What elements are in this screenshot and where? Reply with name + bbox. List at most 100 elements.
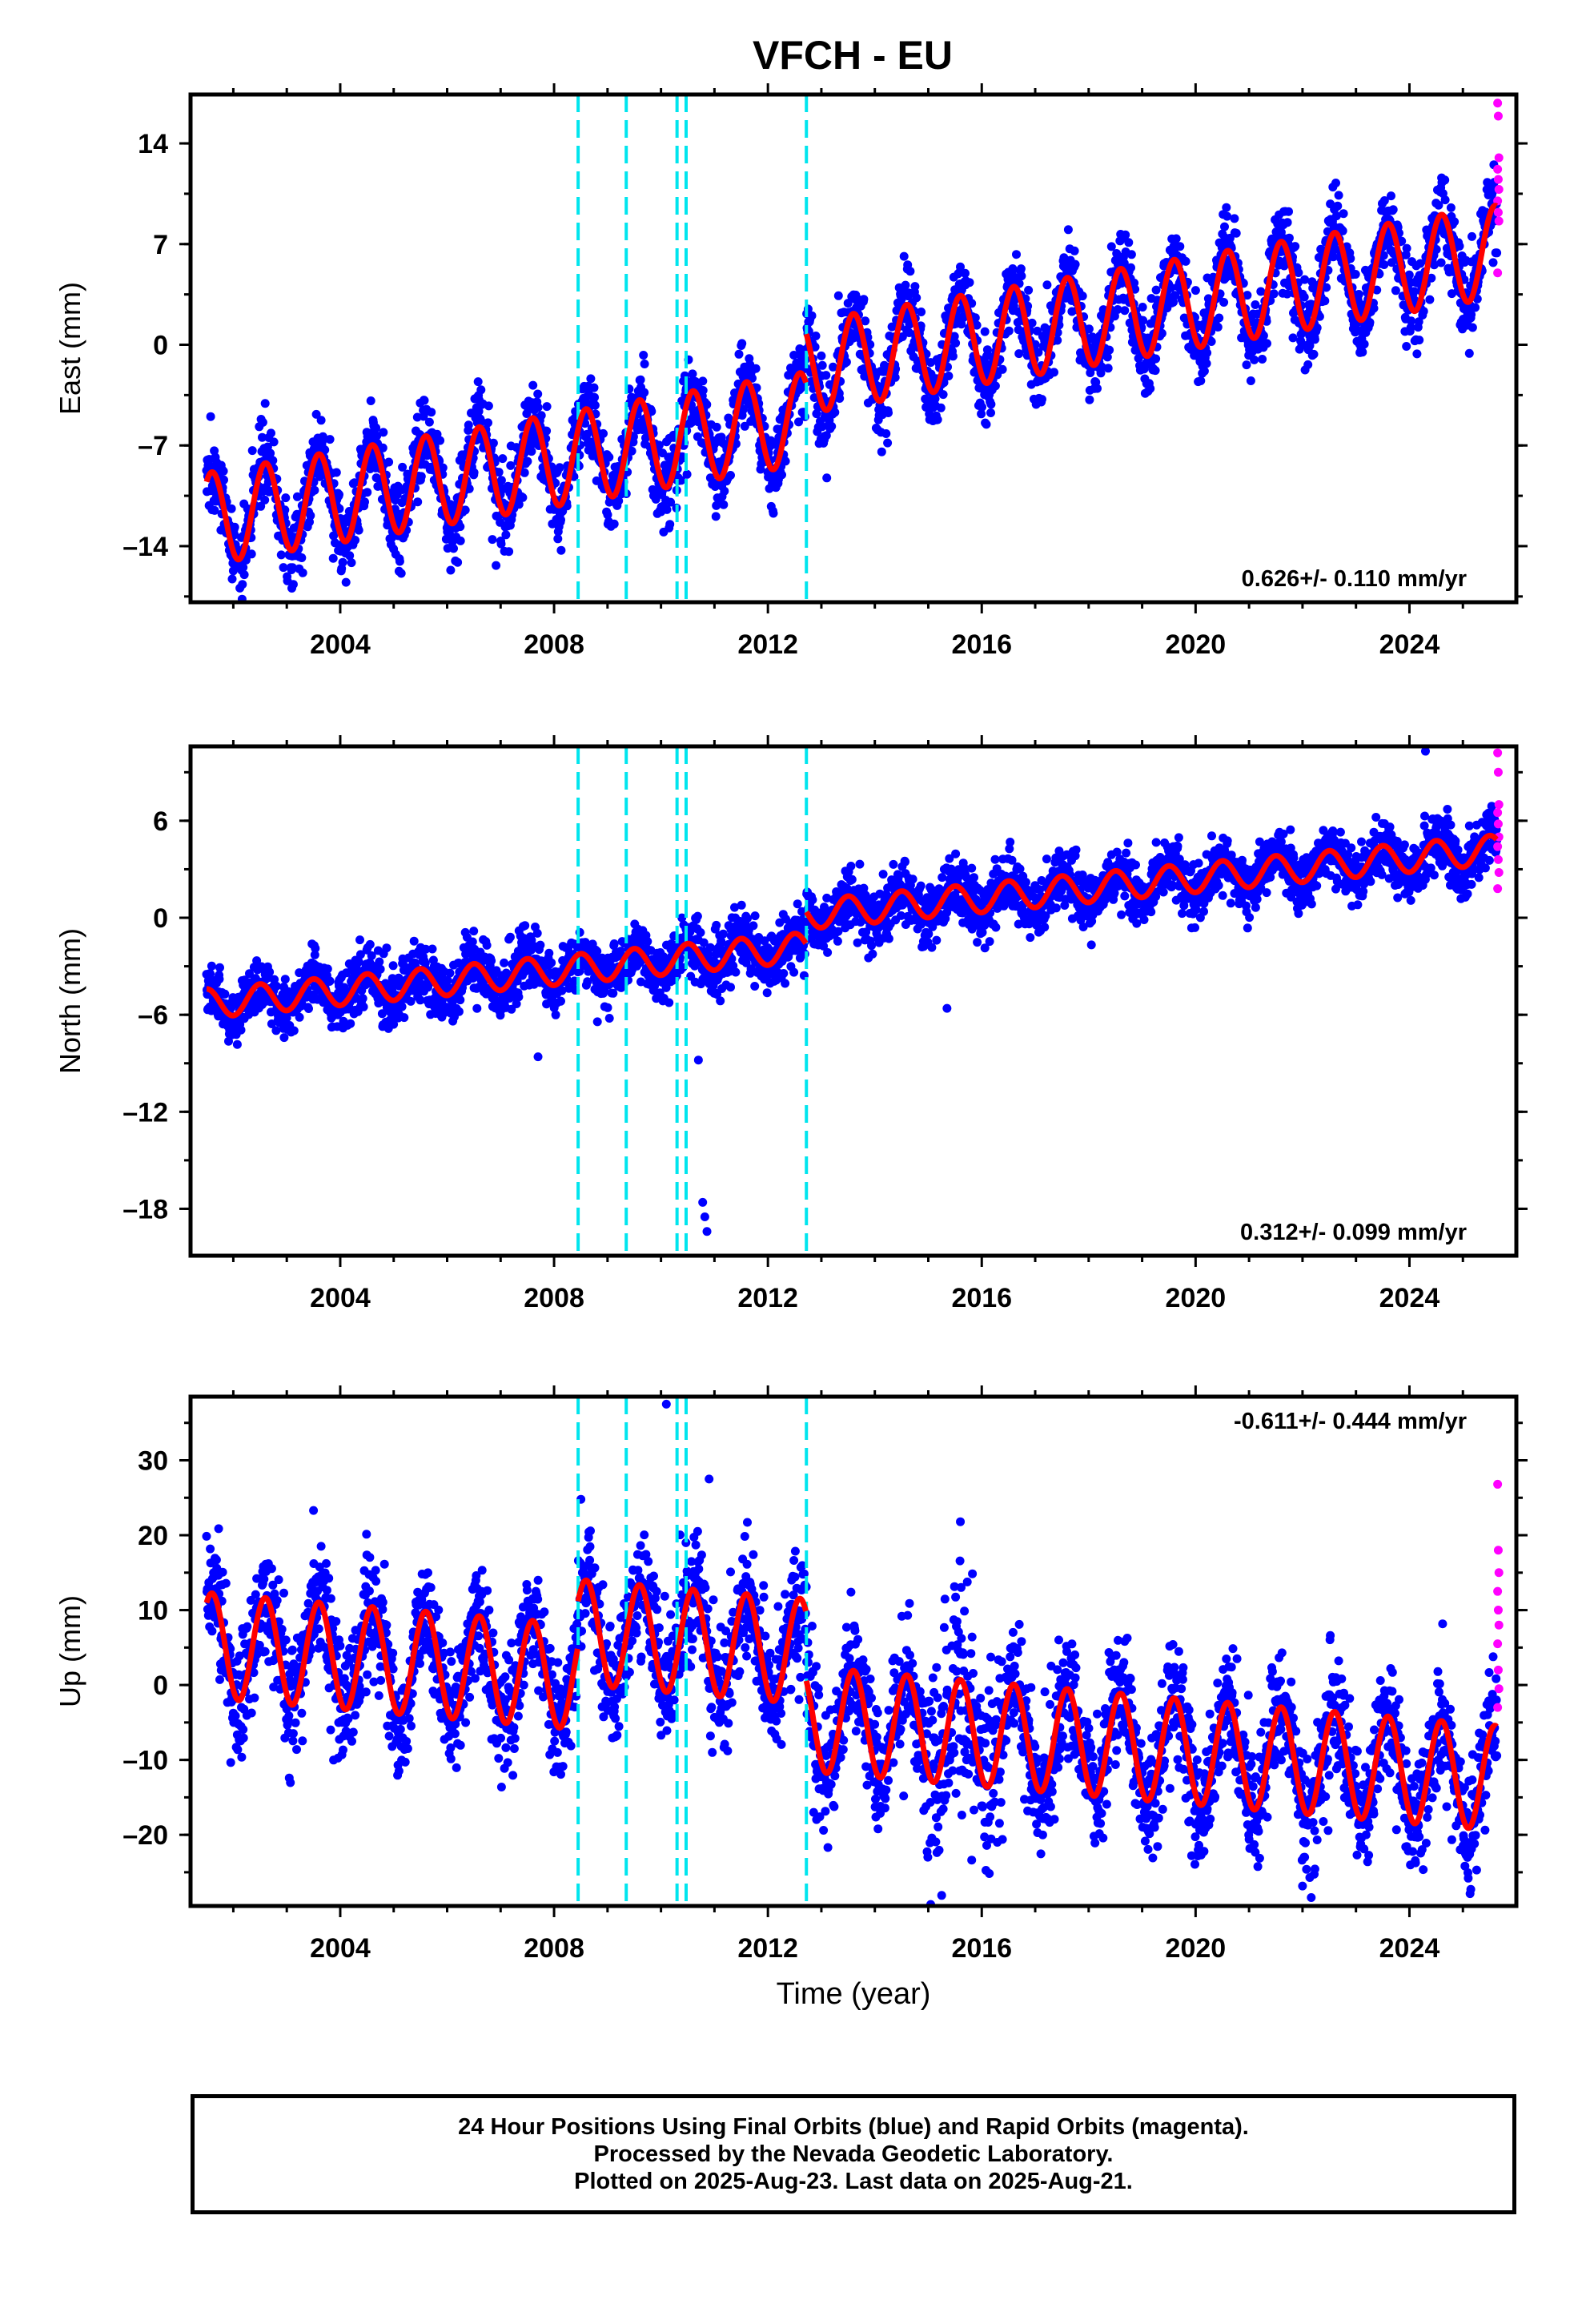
data-point — [859, 295, 869, 304]
data-point — [354, 957, 363, 967]
data-point — [933, 415, 942, 424]
data-point — [282, 1013, 291, 1023]
data-point — [1404, 270, 1414, 279]
data-point — [961, 268, 970, 278]
data-point — [737, 339, 747, 348]
data-point — [469, 468, 479, 477]
data-point — [1283, 218, 1292, 227]
data-point — [1121, 230, 1130, 239]
data-point — [1258, 355, 1267, 364]
data-point — [1339, 209, 1348, 219]
data-point — [1097, 362, 1106, 372]
rapid-orbit-point — [1493, 175, 1503, 184]
data-point — [520, 921, 530, 931]
data-point — [1379, 251, 1388, 260]
data-point — [1388, 205, 1398, 215]
data-point — [1414, 317, 1423, 327]
data-point — [827, 421, 837, 431]
data-point — [794, 417, 803, 427]
data-point — [239, 563, 248, 572]
data-point — [551, 1010, 560, 1019]
data-point — [268, 456, 278, 465]
data-point — [445, 968, 455, 978]
data-point — [1291, 242, 1300, 251]
data-point — [527, 447, 536, 456]
data-point — [666, 497, 676, 507]
data-point — [1181, 256, 1191, 266]
data-point — [821, 371, 831, 380]
data-point — [320, 445, 330, 455]
data-point — [247, 446, 257, 456]
data-point — [711, 512, 721, 521]
data-point — [1150, 366, 1160, 376]
data-point — [1328, 252, 1338, 262]
data-point — [604, 452, 614, 462]
data-point — [702, 400, 712, 409]
data-point — [446, 565, 456, 575]
data-point — [592, 947, 602, 956]
data-point — [496, 476, 506, 485]
data-point — [912, 293, 921, 303]
data-point — [347, 558, 356, 568]
data-point — [416, 472, 426, 481]
data-point — [1223, 211, 1232, 221]
data-point — [1334, 191, 1343, 200]
data-point — [636, 375, 645, 384]
data-point — [1288, 333, 1298, 343]
data-point — [1169, 297, 1178, 307]
data-point — [366, 396, 375, 405]
data-point — [400, 1013, 409, 1023]
data-point — [215, 975, 224, 984]
data-point — [260, 399, 270, 408]
data-point — [395, 557, 404, 566]
data-point — [512, 999, 521, 1008]
rapid-orbit-point — [1493, 268, 1503, 278]
data-point — [812, 409, 821, 419]
data-point — [316, 416, 326, 425]
data-point — [219, 466, 228, 476]
data-point — [608, 988, 618, 998]
data-point — [492, 561, 501, 570]
data-point — [1105, 345, 1114, 355]
data-point — [1246, 376, 1255, 385]
data-point — [661, 983, 671, 992]
data-point — [1415, 336, 1424, 345]
data-point — [1008, 264, 1018, 273]
data-point — [310, 485, 319, 495]
rapid-orbit-point — [1494, 153, 1504, 163]
data-point — [206, 969, 215, 979]
data-point — [938, 390, 948, 400]
data-point — [1157, 328, 1166, 338]
data-point — [528, 380, 538, 390]
data-point — [484, 418, 492, 428]
y-tick-label: 0 — [153, 331, 168, 361]
data-point — [454, 1007, 464, 1016]
data-point — [270, 975, 279, 984]
data-point — [482, 940, 492, 950]
data-point — [474, 407, 484, 416]
data-point — [325, 976, 335, 986]
data-point — [1351, 270, 1360, 279]
data-point — [542, 426, 552, 436]
data-point — [269, 437, 279, 447]
data-point — [556, 515, 565, 525]
data-point — [469, 927, 479, 936]
data-point — [311, 409, 321, 419]
data-point — [1251, 300, 1260, 309]
plot-area-east — [202, 94, 1504, 602]
data-point — [271, 1026, 281, 1035]
data-point — [967, 299, 977, 308]
data-point — [1425, 295, 1435, 304]
data-point — [821, 431, 831, 440]
data-point — [318, 432, 327, 441]
data-point — [1358, 348, 1367, 357]
data-point — [677, 913, 687, 923]
data-point — [331, 468, 341, 477]
data-point — [280, 505, 290, 515]
data-point — [232, 1039, 242, 1049]
data-point — [398, 462, 408, 472]
data-point — [355, 950, 365, 959]
data-point — [1171, 234, 1181, 243]
x-tick-label: 2024 — [1379, 629, 1440, 660]
